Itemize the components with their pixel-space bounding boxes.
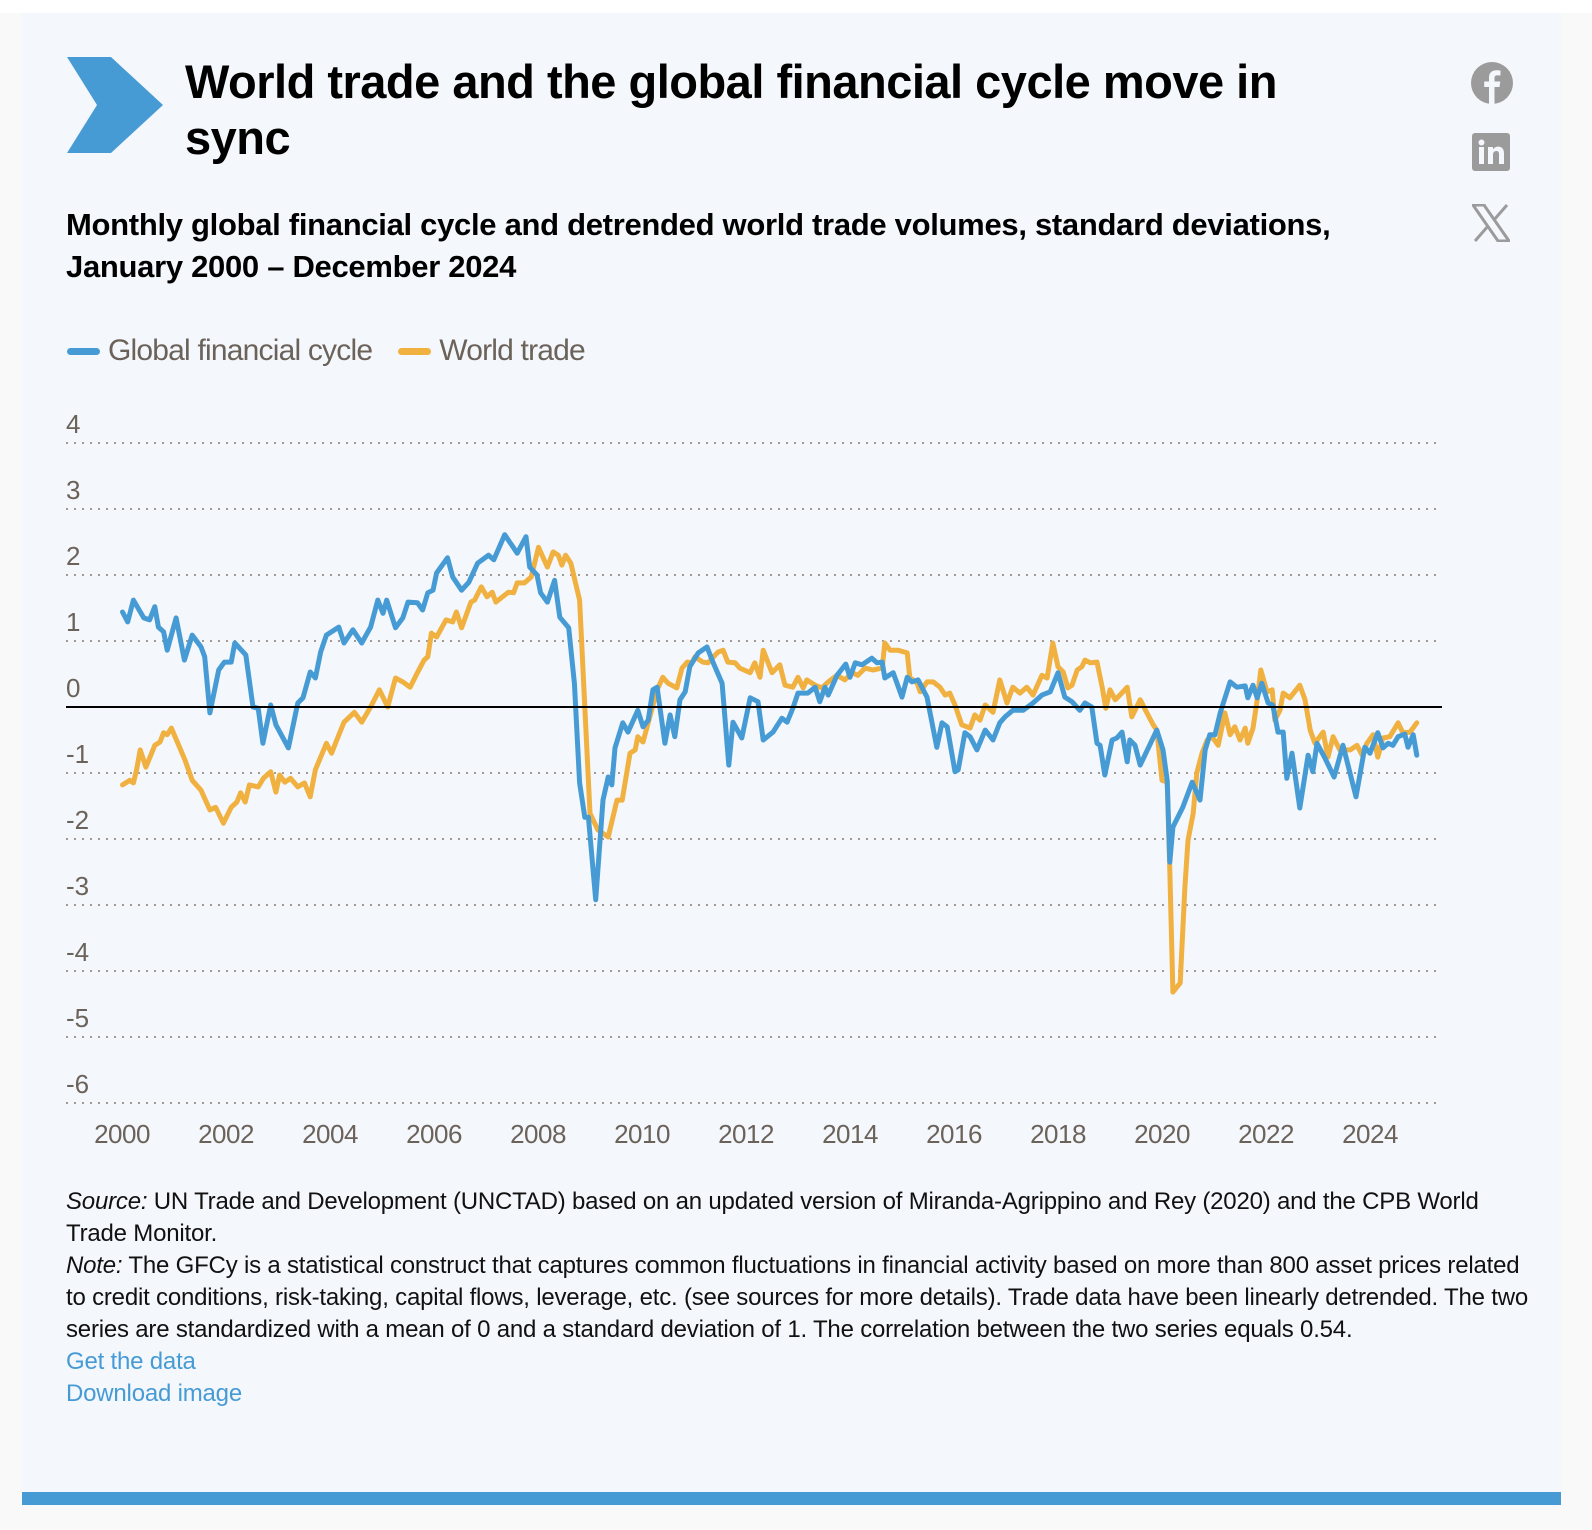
x-tick-label: 2004 — [302, 1119, 358, 1149]
x-tick-label: 2014 — [822, 1119, 878, 1149]
chart-card — [22, 13, 1561, 1492]
x-icon[interactable] — [1472, 204, 1510, 242]
chart-notes: Source: UN Trade and Development (UNCTAD… — [66, 1186, 1536, 1410]
linkedin-icon[interactable] — [1472, 133, 1510, 171]
chart-subtitle: Monthly global financial cycle and detre… — [66, 207, 1331, 284]
x-tick-label: 2024 — [1342, 1119, 1398, 1149]
y-tick-label: -2 — [66, 805, 89, 835]
y-tick-label: 1 — [66, 607, 80, 637]
y-tick-label: 2 — [66, 541, 80, 571]
facebook-icon[interactable] — [1471, 62, 1513, 104]
x-tick-label: 2016 — [926, 1119, 982, 1149]
page-top-strip — [0, 0, 1592, 13]
y-tick-label: -6 — [66, 1069, 89, 1099]
note: Note: The GFCy is a statistical construc… — [66, 1250, 1536, 1346]
source-note: Source: UN Trade and Development (UNCTAD… — [66, 1186, 1536, 1250]
x-tick-label: 2012 — [718, 1119, 774, 1149]
x-tick-label: 2000 — [94, 1119, 150, 1149]
legend-label: Global financial cycle — [108, 334, 373, 367]
get-the-data-link[interactable]: Get the data — [66, 1348, 196, 1375]
legend-item-global-financial-cycle[interactable]: Global financial cycle — [67, 334, 373, 368]
x-tick-label: 2018 — [1030, 1119, 1086, 1149]
download-image-link[interactable]: Download image — [66, 1380, 242, 1407]
x-tick-label: 2006 — [406, 1119, 462, 1149]
page-title: World trade and the global financial cyc… — [185, 55, 1277, 164]
series-line-world-trade — [120, 544, 1420, 995]
y-tick-label: -1 — [66, 739, 89, 769]
source-text: UN Trade and Development (UNCTAD) based … — [66, 1188, 1479, 1247]
y-tick-label: -3 — [66, 871, 89, 901]
legend-swatch-blue — [67, 347, 100, 355]
legend-item-world-trade[interactable]: World trade — [398, 334, 586, 368]
x-tick-label: 2022 — [1238, 1119, 1294, 1149]
x-tick-label: 2008 — [510, 1119, 566, 1149]
chevron-logo-icon — [67, 57, 163, 153]
y-tick-label: 0 — [66, 673, 80, 703]
y-tick-label: 4 — [66, 409, 80, 439]
x-tick-label: 2010 — [614, 1119, 670, 1149]
note-label: Note: — [66, 1252, 123, 1279]
y-tick-label: -5 — [66, 1003, 89, 1033]
source-label: Source: — [66, 1188, 148, 1215]
x-tick-label: 2020 — [1134, 1119, 1190, 1149]
card-bottom-accent-bar — [22, 1492, 1561, 1505]
y-tick-label: 3 — [66, 475, 80, 505]
y-tick-label: -4 — [66, 937, 89, 967]
legend-label: World trade — [439, 334, 586, 367]
chart-legend: Global financial cycle World trade — [67, 334, 586, 368]
x-tick-label: 2002 — [198, 1119, 254, 1149]
note-text: The GFCy is a statistical construct that… — [66, 1252, 1528, 1343]
series-line-global-financial-cycle — [120, 532, 1420, 903]
legend-swatch-orange — [398, 347, 432, 355]
